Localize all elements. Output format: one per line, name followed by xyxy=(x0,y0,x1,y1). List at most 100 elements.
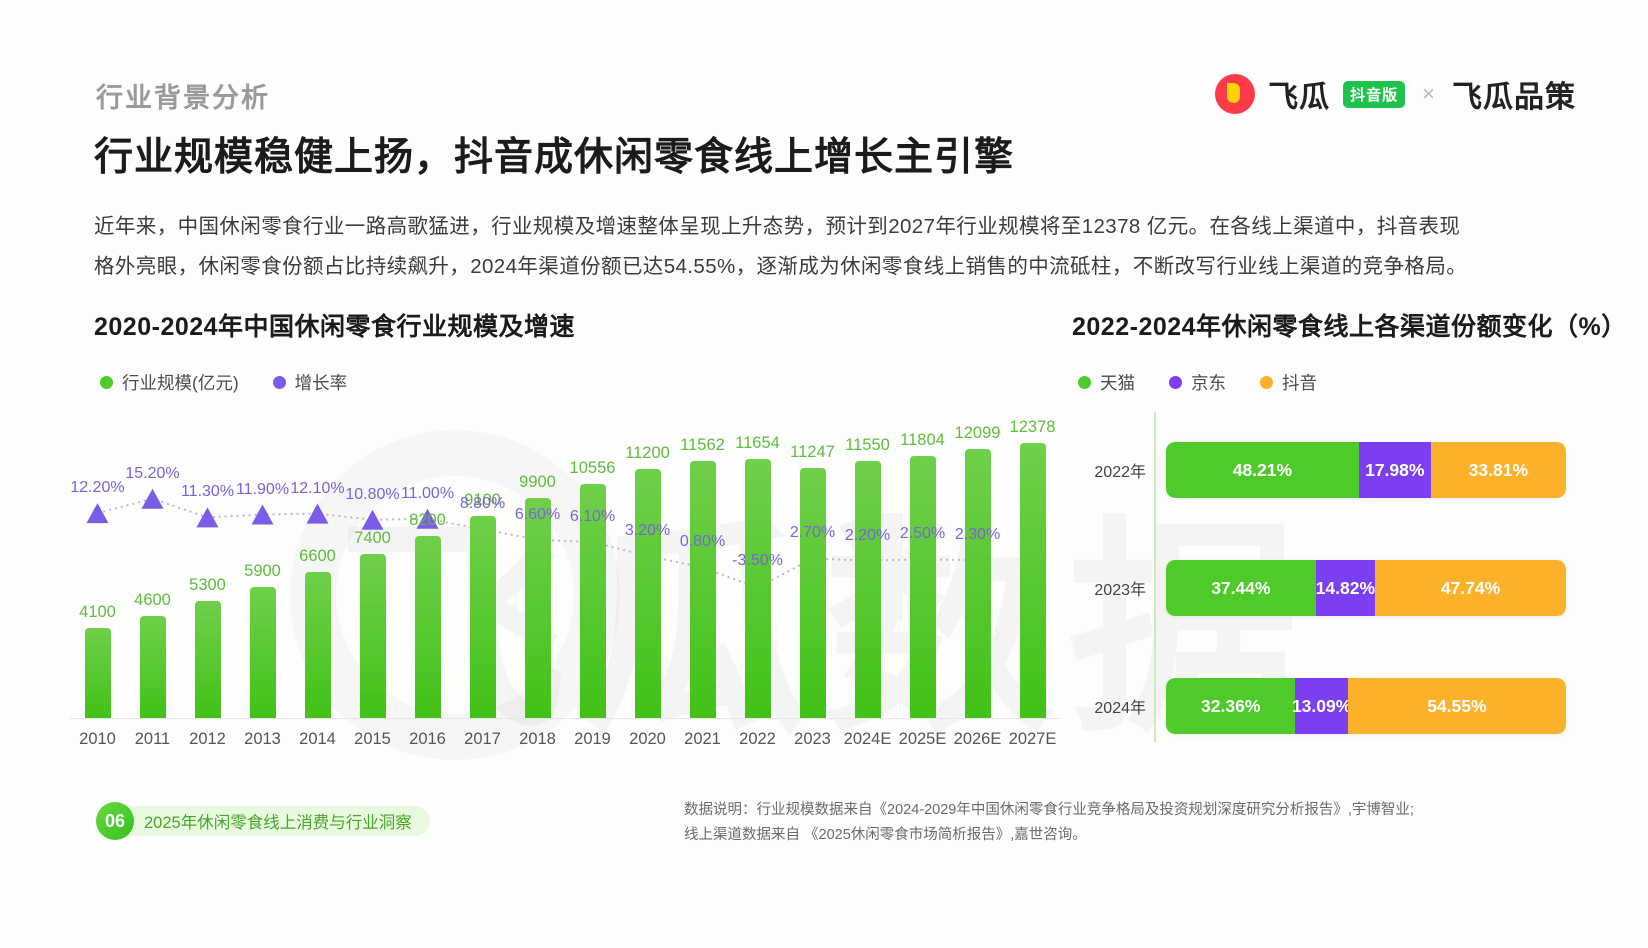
bar xyxy=(854,461,881,719)
bar-column: 11247 xyxy=(785,429,840,719)
bar-value-label: 11200 xyxy=(625,444,670,463)
right-chart-legend: 天猫 京东 抖音 xyxy=(1078,370,1317,395)
bar xyxy=(194,600,221,719)
bar-column: 12099 xyxy=(950,424,1005,719)
x-axis-labels: 2010 2011 2012 2013 2014 2015 2016 2017 2018 2019… xyxy=(70,730,1060,749)
growth-rate-label: 2.70% xyxy=(789,524,836,542)
bar-column: 9100 xyxy=(455,429,510,719)
stacked-bar-segment: 54.55% xyxy=(1347,678,1566,734)
stacked-bar-segment: 32.36% xyxy=(1166,678,1296,734)
row-year-label: 2024年 xyxy=(1094,700,1146,717)
bar-value-label: 11804 xyxy=(900,430,945,449)
legend-label: 京东 xyxy=(1191,373,1226,393)
bar xyxy=(634,469,661,719)
bar-column: 7400 xyxy=(345,429,400,719)
bar-value-label: 12378 xyxy=(1009,417,1056,436)
industry-scale-bars: 4100 4600 5300 5900 6600 7400 8200 9100 9900 1055… xyxy=(70,418,1060,719)
x-axis-label: 2017 xyxy=(464,730,501,748)
eyebrow-label: 行业背景分析 xyxy=(96,83,270,113)
bar-value-label: 5900 xyxy=(244,562,281,581)
bar xyxy=(909,455,936,719)
bar xyxy=(744,459,771,719)
bar-value-label: 11654 xyxy=(735,434,780,453)
growth-rate-label: 12.20% xyxy=(70,479,125,497)
bar-value-label: 9900 xyxy=(519,473,556,492)
bar xyxy=(469,516,496,719)
brand-name-secondary: 飞瓜品策 xyxy=(1452,81,1576,114)
left-chart-legend: 行业规模(亿元) 增长率 xyxy=(100,370,347,395)
legend-dot-icon xyxy=(1078,376,1091,389)
x-axis-label: 2013 xyxy=(244,730,281,748)
bar-column: 11654 xyxy=(730,429,785,719)
brand-name: 飞瓜 xyxy=(1268,81,1331,114)
bar-column: 12378 xyxy=(1005,418,1060,719)
growth-rate-label: 6.10% xyxy=(569,508,616,526)
stacked-bar-segment: 17.98% xyxy=(1358,442,1431,498)
table-row: 2024年 32.36% 13.09% 54.55% xyxy=(1072,678,1582,734)
bar xyxy=(579,483,606,719)
bar-column: 11550 xyxy=(840,429,895,719)
x-axis-label: 2021 xyxy=(684,730,721,748)
bar-column: 8200 xyxy=(400,429,455,719)
bar xyxy=(139,616,166,719)
bar xyxy=(84,627,111,719)
row-year-label: 2022年 xyxy=(1094,464,1146,481)
growth-rate-label: 2.30% xyxy=(954,526,1001,544)
bar-column: 9900 xyxy=(510,429,565,719)
y-axis-line xyxy=(1154,412,1156,742)
left-chart: 4100 4600 5300 5900 6600 7400 8200 9100 9900 1055… xyxy=(70,400,1060,755)
growth-rate-label: 10.80% xyxy=(345,485,400,503)
bar-column: 5300 xyxy=(180,429,235,719)
x-axis-label: 2011 xyxy=(134,730,171,748)
x-axis-label: 2020 xyxy=(629,730,666,748)
bar-column: 10556 xyxy=(565,429,620,719)
growth-rate-label: 2.50% xyxy=(899,525,946,543)
bar-value-label: 5300 xyxy=(189,575,226,594)
left-chart-title: 2020-2024年中国休闲零食行业规模及增速 xyxy=(94,313,576,341)
x-axis-label: 2016 xyxy=(409,730,446,748)
stacked-bar: 37.44% 14.82% 47.74% xyxy=(1166,560,1566,616)
x-axis-label: 2022 xyxy=(739,730,776,748)
bar-value-label: 4600 xyxy=(134,591,171,610)
growth-rate-label: 11.30% xyxy=(180,483,235,501)
bar-value-label: 11550 xyxy=(845,436,890,455)
x-axis-label: 2019 xyxy=(574,730,611,748)
bar xyxy=(414,536,441,719)
growth-rate-label: 6.60% xyxy=(514,505,561,523)
bar xyxy=(799,468,826,719)
stacked-bar-segment: 48.21% xyxy=(1166,442,1359,498)
growth-rate-label: 15.20% xyxy=(125,464,180,482)
x-axis-label: 2026E xyxy=(953,730,1002,748)
legend-dot-icon xyxy=(272,376,286,389)
growth-rate-label: 8.80% xyxy=(459,495,506,513)
legend-item: 抖音 xyxy=(1260,370,1317,395)
growth-rate-label: 3.20% xyxy=(624,521,671,539)
growth-rate-label: 2.20% xyxy=(844,526,891,544)
right-chart: 2022年 48.21% 17.98% 33.81% 2023年 37.44% 14.82%… xyxy=(1072,412,1582,757)
bar-value-label: 8200 xyxy=(409,511,446,530)
table-row: 2022年 48.21% 17.98% 33.81% xyxy=(1072,442,1582,498)
row-year-label: 2023年 xyxy=(1094,582,1146,599)
multiply-icon: × xyxy=(1422,81,1435,106)
footer-badge: 06 2025年休闲零食线上消费与行业洞察 xyxy=(96,802,430,840)
x-axis-label: 2012 xyxy=(189,730,226,748)
bar-column: 5900 xyxy=(235,429,290,719)
x-axis-label: 2010 xyxy=(79,730,116,748)
x-axis-label: 2014 xyxy=(299,730,336,748)
brand-logo-bar: 飞瓜 抖音版 × 飞瓜品策 xyxy=(1215,72,1576,116)
source-note: 数据说明：行业规模数据来自《2024-2029年中国休闲零食行业竞争格局及投资规… xyxy=(684,798,1504,848)
bar xyxy=(1019,442,1046,719)
legend-item: 天猫 xyxy=(1078,370,1135,395)
bar-value-label: 10556 xyxy=(569,458,616,477)
bar-value-label: 12099 xyxy=(954,424,1001,443)
bar-value-label: 11247 xyxy=(790,443,835,462)
bar-value-label: 11562 xyxy=(680,436,725,455)
bar xyxy=(524,498,551,719)
badge-label: 2025年休闲零食线上消费与行业洞察 xyxy=(118,806,430,836)
bar-column: 4600 xyxy=(125,429,180,719)
stacked-bar-segment: 14.82% xyxy=(1316,560,1375,616)
bar xyxy=(304,571,331,719)
growth-rate-label: -3.50% xyxy=(732,551,783,569)
bar-value-label: 4100 xyxy=(79,602,116,621)
